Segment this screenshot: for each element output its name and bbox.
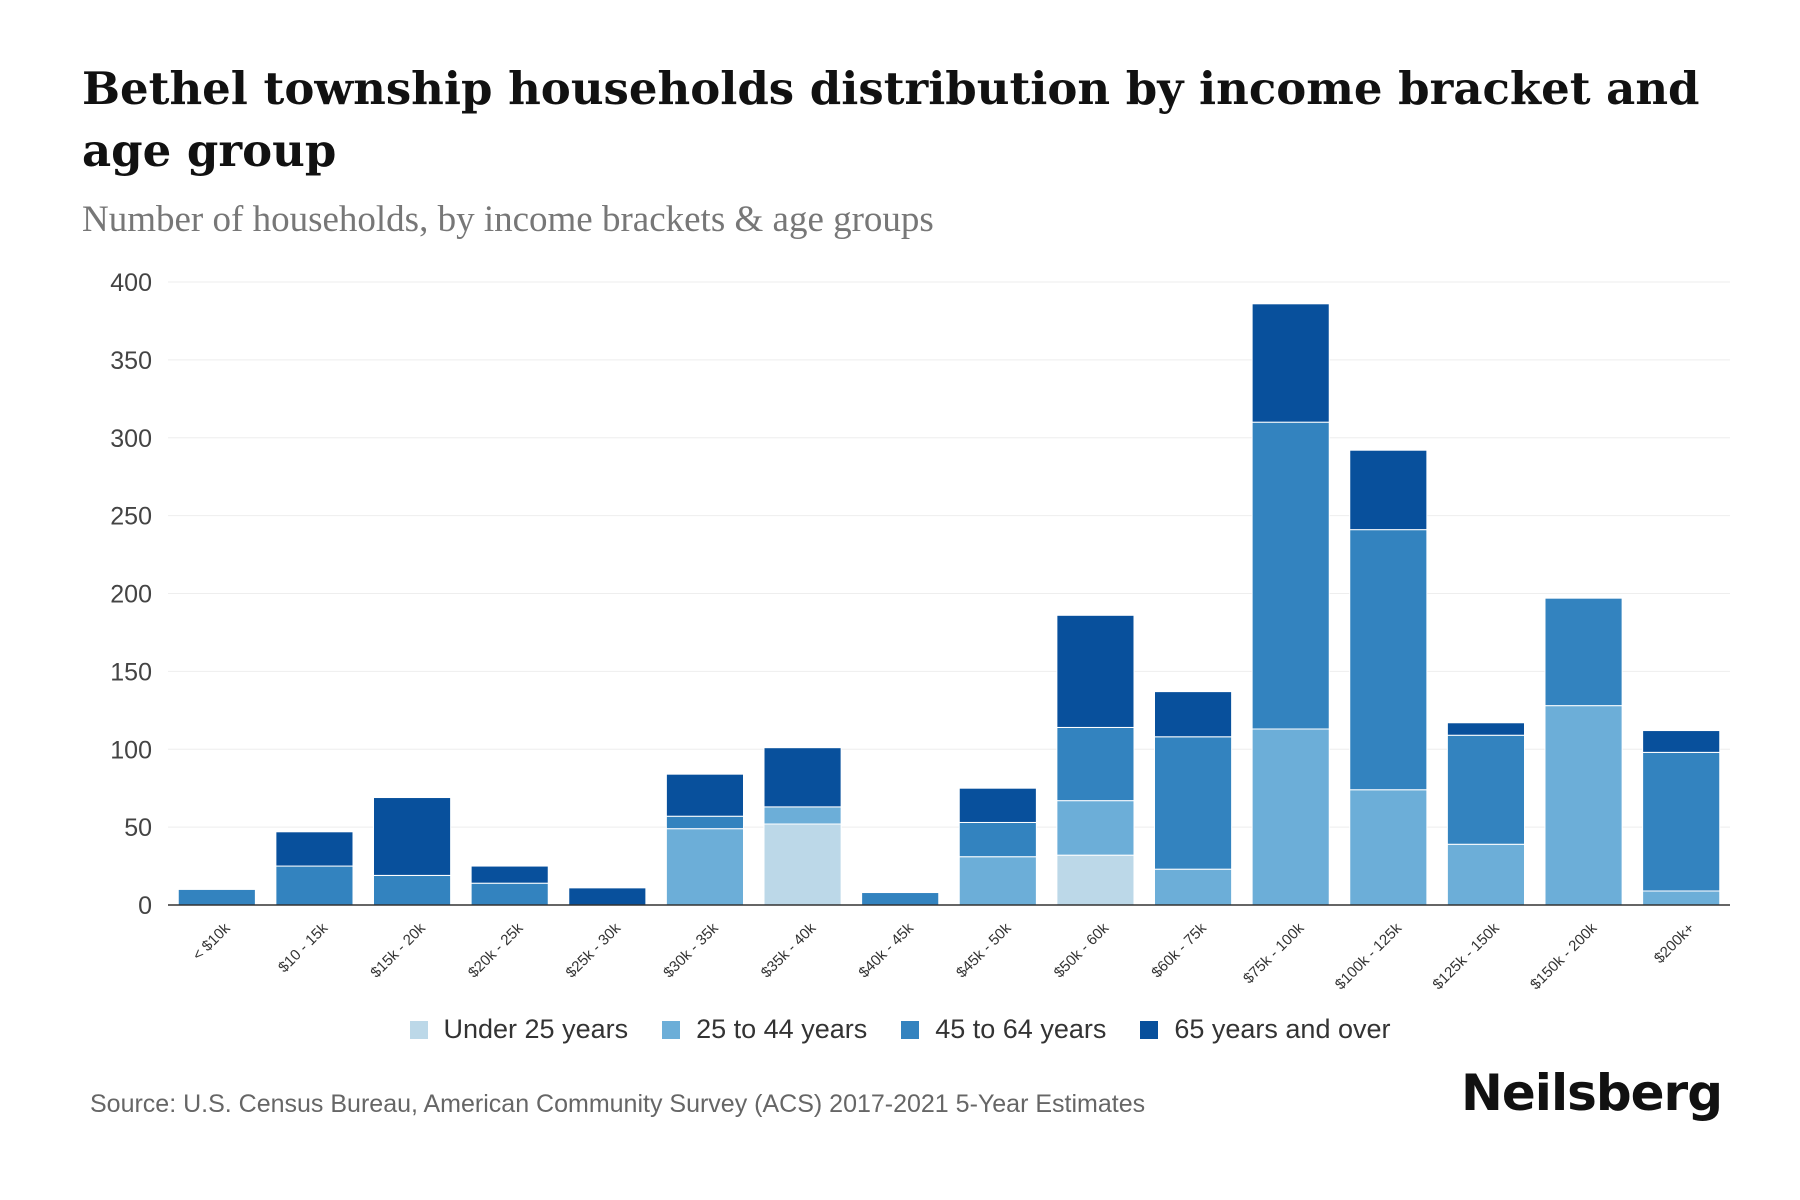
bar-segment (373, 874, 452, 906)
bar-segment (1642, 751, 1721, 892)
x-tick-label: < $10k (189, 919, 234, 964)
bar-segment (1544, 705, 1623, 906)
bar-segment (763, 747, 842, 808)
bar-segment (1056, 726, 1135, 802)
legend-swatch (409, 1020, 428, 1039)
bar-segment (665, 773, 744, 817)
x-tick-label: $25k - 30k (563, 919, 625, 981)
bar-segment (665, 828, 744, 906)
x-tick-label: $20k - 25k (465, 919, 527, 981)
bar-segment (1251, 728, 1330, 906)
legend-label: 25 to 44 years (696, 1014, 868, 1044)
y-tick-label: 150 (110, 658, 152, 686)
legend-swatch (662, 1020, 681, 1039)
bar-segment (1154, 691, 1233, 738)
y-tick-label: 400 (110, 269, 152, 297)
y-tick-label: 200 (110, 581, 152, 609)
bar-segment (1154, 736, 1233, 870)
bar-segment (568, 887, 647, 906)
bar-segment (1154, 868, 1233, 906)
chart-title: Bethel township households distribution … (82, 62, 1700, 177)
x-tick-label: $30k - 35k (660, 919, 722, 981)
y-tick-label: 100 (110, 736, 152, 764)
legend-item-45-to-64: 45 to 64 years (901, 1014, 1106, 1045)
bar-segment (1349, 529, 1428, 791)
legend-swatch (1140, 1020, 1159, 1039)
stacked-bar-chart: 0 50 100 150 200 250 300 350 400 < $10k $10 - 15k $… (110, 269, 1730, 993)
x-tick-label: $45k - 50k (953, 919, 1015, 981)
bar-segment (470, 865, 549, 884)
bar-segment (1056, 800, 1135, 856)
legend-label: 65 years and over (1174, 1014, 1391, 1044)
bar-segment (1446, 843, 1525, 906)
bar-segment (373, 797, 452, 876)
x-tick-label: $40k - 45k (855, 919, 917, 981)
legend-item-65-and-over: 65 years and over (1140, 1014, 1391, 1045)
bar-segment (1642, 890, 1721, 906)
bar-segment (665, 815, 744, 830)
y-tick-label: 300 (110, 425, 152, 453)
x-tick-label: $35k - 40k (758, 919, 820, 981)
y-tick-label: 50 (124, 814, 152, 842)
x-tick-label: $200k+ (1651, 920, 1698, 967)
x-tick-label: $75k - 100k (1240, 919, 1308, 987)
bar-segment (275, 865, 354, 906)
x-tick-label: $125k - 150k (1429, 919, 1503, 993)
bar-segment (470, 882, 549, 906)
bar-segment (958, 821, 1037, 858)
legend-swatch (901, 1020, 920, 1039)
bar-segment (177, 888, 256, 906)
bar-segment (1251, 303, 1330, 423)
bar-segment (1446, 722, 1525, 736)
bar-segment (1544, 597, 1623, 707)
x-tick-label: $60k - 75k (1148, 919, 1210, 981)
chart-subtitle: Number of households, by income brackets… (82, 199, 934, 240)
y-tick-label: 0 (138, 892, 152, 920)
bar-segment (1349, 789, 1428, 906)
x-tick-label: $50k - 60k (1051, 919, 1113, 981)
bar-segment (763, 823, 842, 906)
bar-segment (1642, 730, 1721, 753)
bar-segment (1056, 854, 1135, 906)
y-tick-label: 350 (110, 347, 152, 375)
legend-label: Under 25 years (443, 1014, 629, 1044)
bar-segment (1349, 449, 1428, 531)
bar-segment (1056, 614, 1135, 728)
chart-legend: Under 25 years 25 to 44 years 45 to 64 y… (0, 1014, 1800, 1045)
legend-item-25-to-44: 25 to 44 years (662, 1014, 867, 1045)
bar-segment (763, 806, 842, 825)
x-tick-label: $150k - 200k (1527, 919, 1601, 993)
legend-label: 45 to 64 years (935, 1014, 1107, 1044)
x-tick-label: $10 - 15k (275, 919, 332, 976)
bar-segment (1251, 421, 1330, 730)
bar-segment (861, 892, 940, 906)
brand-logo: Neilsberg (1461, 1064, 1723, 1122)
legend-item-under-25: Under 25 years (409, 1014, 629, 1045)
x-tick-label: $100k - 125k (1332, 919, 1406, 993)
x-tick-label: $15k - 20k (367, 919, 429, 981)
bar-segment (275, 831, 354, 867)
bar-segment (958, 856, 1037, 906)
y-tick-label: 250 (110, 503, 152, 531)
source-note: Source: U.S. Census Bureau, American Com… (90, 1090, 1146, 1118)
bar-segment (958, 787, 1037, 823)
bar-segment (1446, 734, 1525, 845)
